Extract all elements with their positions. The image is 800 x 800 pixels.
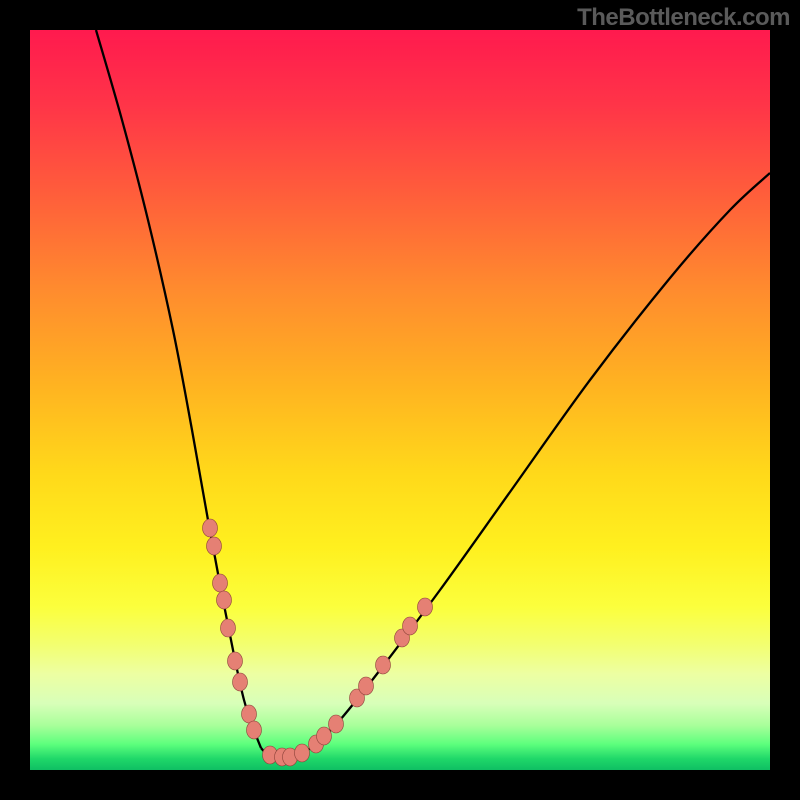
data-marker	[295, 744, 310, 762]
chart-background	[30, 30, 770, 770]
data-marker	[213, 574, 228, 592]
data-marker	[247, 721, 262, 739]
data-marker	[418, 598, 433, 616]
data-marker	[207, 537, 222, 555]
data-marker	[233, 673, 248, 691]
chart-frame: TheBottleneck.com	[0, 0, 800, 800]
data-marker	[359, 677, 374, 695]
data-marker	[329, 715, 344, 733]
data-marker	[403, 617, 418, 635]
data-marker	[228, 652, 243, 670]
data-marker	[242, 705, 257, 723]
data-marker	[217, 591, 232, 609]
data-marker	[221, 619, 236, 637]
data-marker	[376, 656, 391, 674]
watermark-text: TheBottleneck.com	[577, 4, 790, 32]
data-marker	[317, 727, 332, 745]
data-marker	[203, 519, 218, 537]
plot-area	[30, 30, 770, 770]
chart-svg	[30, 30, 770, 770]
